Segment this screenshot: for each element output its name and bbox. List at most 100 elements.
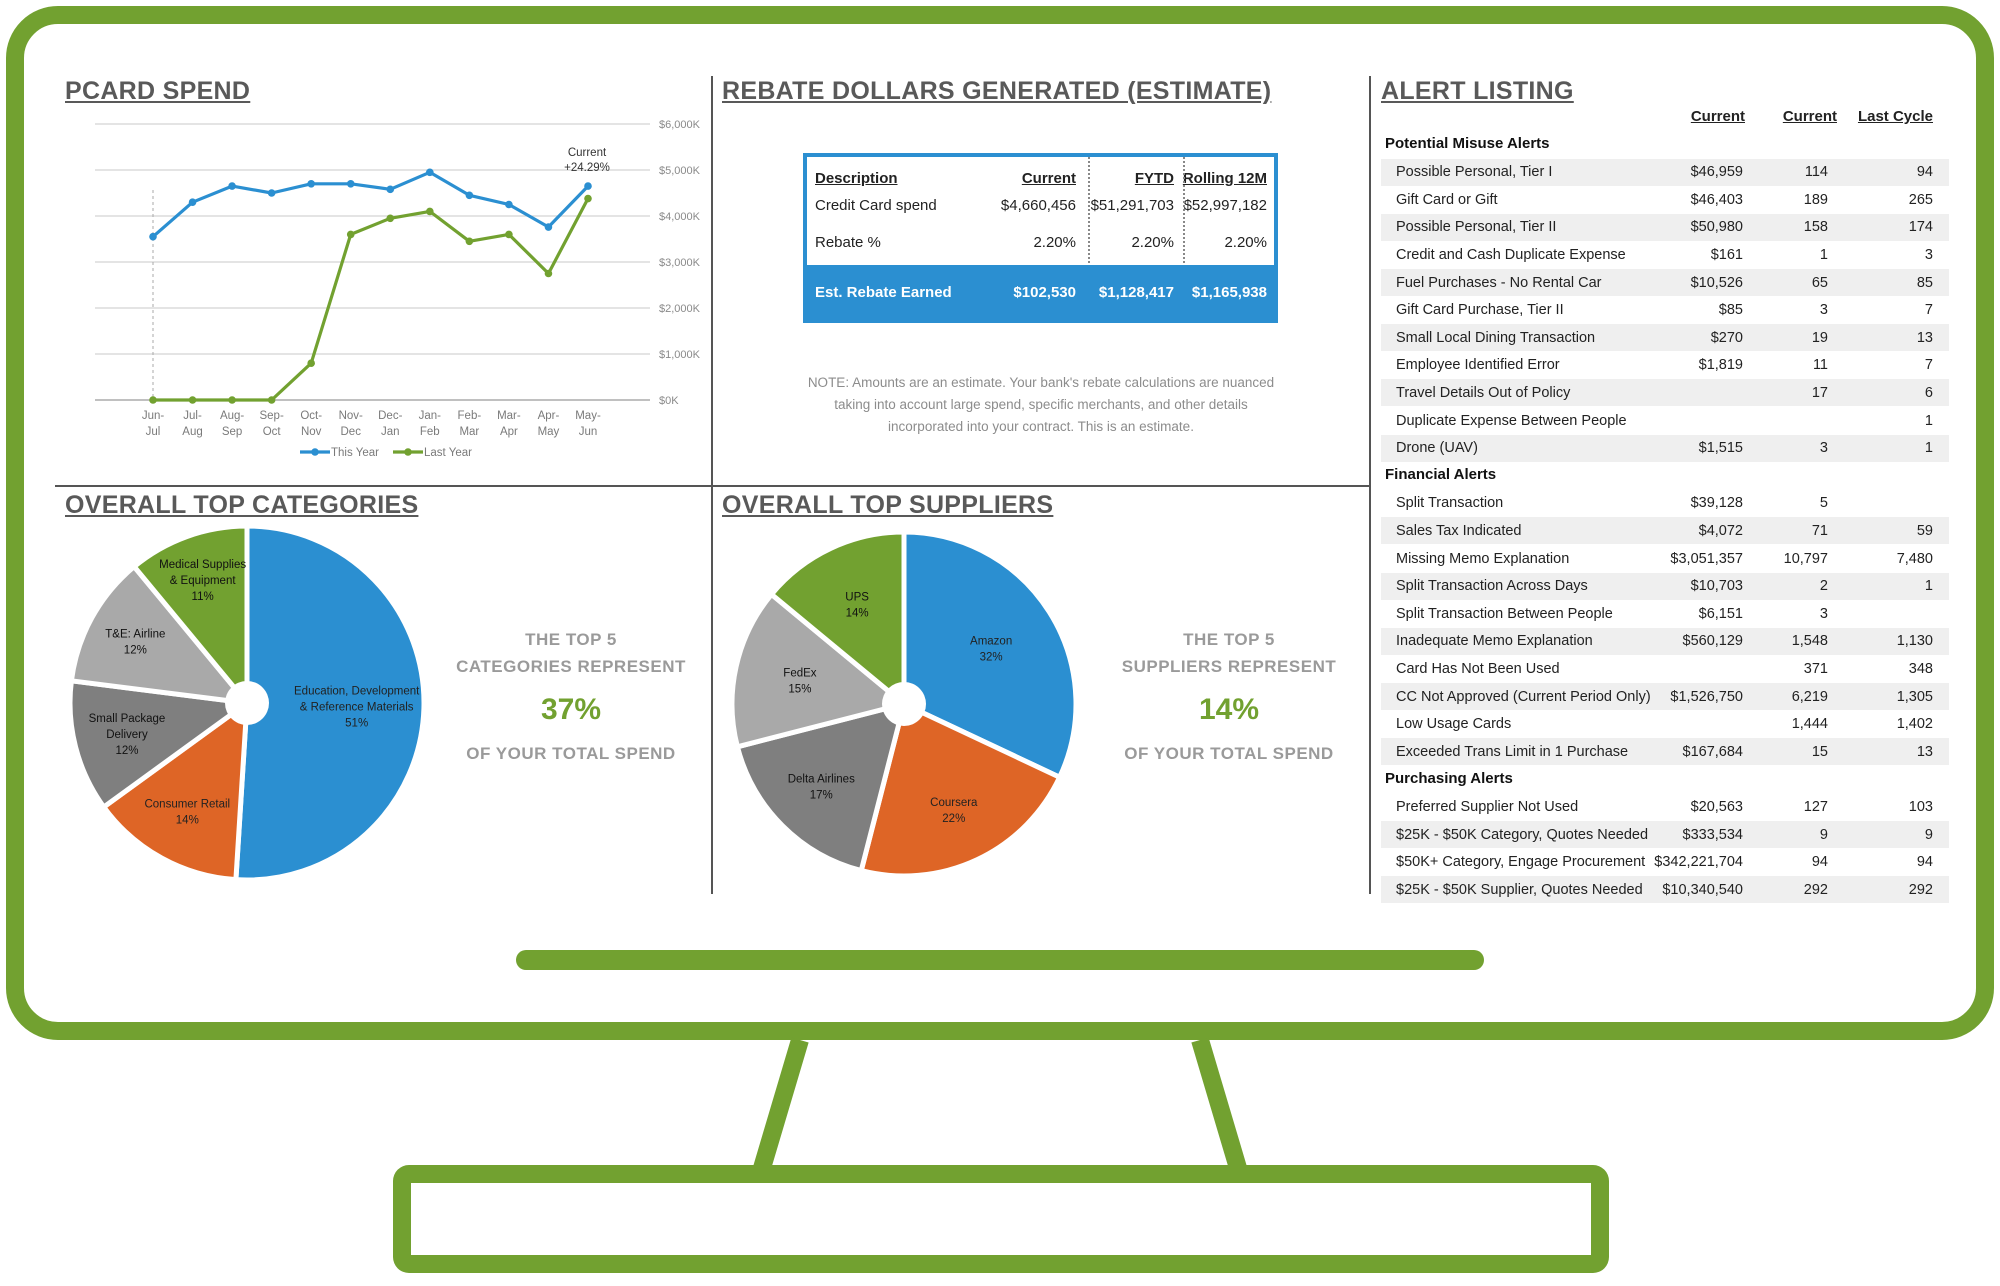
data-point bbox=[228, 182, 236, 190]
rebate-row-label: Rebate % bbox=[815, 233, 881, 251]
top-suppliers-title: OVERALL TOP SUPPLIERS bbox=[722, 491, 1054, 519]
alert-amount: $161 bbox=[1710, 246, 1743, 263]
x-tick-label: Mar-Apr bbox=[497, 410, 521, 438]
alert-name: CC Not Approved (Current Period Only) bbox=[1396, 688, 1651, 705]
alert-amount: $4,072 bbox=[1698, 522, 1743, 539]
alert-name: Card Has Not Been Used bbox=[1396, 660, 1560, 677]
alert-row: Duplicate Expense Between People 1 bbox=[1381, 407, 1949, 434]
alert-amount: $333,534 bbox=[1682, 826, 1743, 843]
alert-last-cycle: 7 bbox=[1924, 302, 1933, 319]
alert-amount: $3,051,357 bbox=[1670, 550, 1743, 567]
x-tick-label: Dec-Jan bbox=[378, 410, 402, 438]
pie-slice bbox=[101, 700, 250, 883]
alert-amount: $1,515 bbox=[1698, 440, 1743, 457]
rebate-row-label: Credit Card spend bbox=[815, 196, 937, 214]
alert-name: Gift Card Purchase, Tier II bbox=[1396, 302, 1564, 319]
rebate-earned-label: Est. Rebate Earned bbox=[815, 283, 952, 301]
data-point bbox=[505, 200, 513, 209]
alert-count: 9 bbox=[1819, 826, 1828, 843]
alert-amount: $85 bbox=[1718, 302, 1743, 319]
pie-slice bbox=[858, 701, 1063, 879]
alert-name: Travel Details Out of Policy bbox=[1396, 384, 1571, 401]
pie-slice-label: FedEx 15% bbox=[783, 668, 816, 696]
x-tick-label: Sep-Oct bbox=[259, 410, 283, 438]
alert-count: 94 bbox=[1811, 854, 1828, 871]
alert-amount: $10,526 bbox=[1690, 274, 1743, 291]
alert-last-cycle: 9 bbox=[1924, 826, 1933, 843]
alert-count: 1 bbox=[1819, 246, 1828, 263]
rebate-row-percent: Rebate % 2.20% 2.20% 2.20% bbox=[807, 227, 1274, 257]
alert-count: 15 bbox=[1811, 743, 1828, 760]
alert-last-cycle: 3 bbox=[1924, 246, 1933, 263]
data-point bbox=[188, 396, 197, 404]
alert-name: Split Transaction bbox=[1396, 495, 1504, 512]
alert-group-header: Potential Misuse Alerts bbox=[1385, 135, 1550, 152]
alert-row: Sales Tax Indicated $4,072 71 59 bbox=[1381, 517, 1949, 545]
alert-last-cycle: 13 bbox=[1916, 329, 1933, 346]
alert-last-cycle: 7,480 bbox=[1896, 550, 1933, 567]
y-tick-label: $0K bbox=[659, 395, 679, 407]
rebate-earned-row: Est. Rebate Earned $102,530 $1,128,417 $… bbox=[807, 265, 1274, 319]
pie-slice bbox=[734, 701, 907, 874]
alert-count: 65 bbox=[1811, 274, 1828, 291]
rebate-row-fytd: 2.20% bbox=[1131, 233, 1174, 251]
data-point bbox=[544, 269, 553, 278]
alert-amount: $560,129 bbox=[1682, 633, 1743, 650]
data-point bbox=[386, 214, 395, 223]
categories-callout-line1: THE TOP 5 bbox=[525, 630, 617, 649]
categories-callout-line2: CATEGORIES REPRESENT bbox=[456, 657, 686, 676]
alert-count: 1,444 bbox=[1791, 716, 1828, 733]
alert-amount: $1,526,750 bbox=[1670, 688, 1743, 705]
alert-last-cycle: 1,402 bbox=[1896, 716, 1933, 733]
alert-count: 3 bbox=[1819, 605, 1828, 622]
alert-last-cycle: 1 bbox=[1924, 440, 1933, 457]
alert-name: $25K - $50K Category, Quotes Needed bbox=[1396, 826, 1649, 843]
alert-row: Preferred Supplier Not Used $20,563 127 103 bbox=[1381, 793, 1949, 820]
x-tick-label: Nov-Dec bbox=[339, 410, 363, 438]
pie-center-hole bbox=[225, 681, 269, 725]
top-categories-title: OVERALL TOP CATEGORIES bbox=[65, 491, 419, 519]
alert-row: CC Not Approved (Current Period Only) $1,… bbox=[1381, 683, 1949, 710]
alert-name: Drone (UAV) bbox=[1396, 440, 1478, 457]
x-tick-label: Jul-Aug bbox=[182, 410, 202, 438]
rebate-header-current: Current bbox=[1021, 169, 1076, 187]
screen-bar bbox=[516, 950, 1484, 970]
legend-marker bbox=[311, 448, 319, 456]
alert-name: Possible Personal, Tier II bbox=[1396, 219, 1557, 236]
pie-slice-label: UPS 14% bbox=[845, 591, 869, 619]
alert-count: 127 bbox=[1803, 798, 1828, 815]
series-line bbox=[151, 170, 590, 238]
current-label: Current bbox=[568, 147, 607, 159]
alert-count: 114 bbox=[1804, 164, 1828, 181]
pie-slice bbox=[901, 529, 1079, 780]
alert-row: Drone (UAV) $1,515 3 1 bbox=[1381, 434, 1949, 462]
rebate-header-description: Description bbox=[815, 169, 898, 187]
alert-row: Gift Card Purchase, Tier II $85 3 7 bbox=[1381, 297, 1949, 324]
rebate-header-row: Description Current FYTD Rolling 12M bbox=[807, 163, 1274, 193]
alert-last-cycle: 94 bbox=[1916, 854, 1933, 871]
rebate-earned-current: $102,530 bbox=[1013, 283, 1076, 301]
alert-row: Possible Personal, Tier I $46,959 114 94 bbox=[1381, 158, 1949, 186]
alert-name: Sales Tax Indicated bbox=[1396, 522, 1522, 539]
data-point bbox=[386, 185, 395, 194]
alert-name: Preferred Supplier Not Used bbox=[1396, 798, 1579, 815]
alert-amount: $167,684 bbox=[1682, 743, 1743, 760]
x-tick-label: Feb-Mar bbox=[458, 410, 482, 438]
alert-name: Possible Personal, Tier I bbox=[1396, 164, 1553, 181]
alert-amount: $342,221,704 bbox=[1654, 854, 1743, 871]
rebate-column-separator bbox=[1183, 157, 1185, 319]
alert-row: Fuel Purchases - No Rental Car $10,526 65 8… bbox=[1381, 269, 1949, 296]
rebate-row-fytd: $51,291,703 bbox=[1090, 196, 1174, 214]
data-point bbox=[346, 180, 355, 188]
suppliers-callout-line1: THE TOP 5 bbox=[1183, 630, 1275, 649]
alert-last-cycle: 59 bbox=[1916, 522, 1933, 539]
alert-amount: $46,959 bbox=[1690, 164, 1743, 181]
alert-last-cycle: 1 bbox=[1924, 412, 1933, 429]
alert-count: 19 bbox=[1811, 329, 1828, 346]
y-tick-label: $5,000K bbox=[659, 165, 701, 177]
alert-row: Split Transaction Across Days $10,703 2 1 bbox=[1381, 572, 1949, 600]
pie-slice-label: Medical Supplies & Equipment 11% bbox=[159, 559, 246, 603]
alert-last-cycle: 348 bbox=[1908, 660, 1933, 677]
rebate-note: NOTE: Amounts are an estimate. Your bank… bbox=[807, 375, 1275, 434]
alert-row: Employee Identified Error $1,819 11 7 bbox=[1381, 352, 1949, 379]
